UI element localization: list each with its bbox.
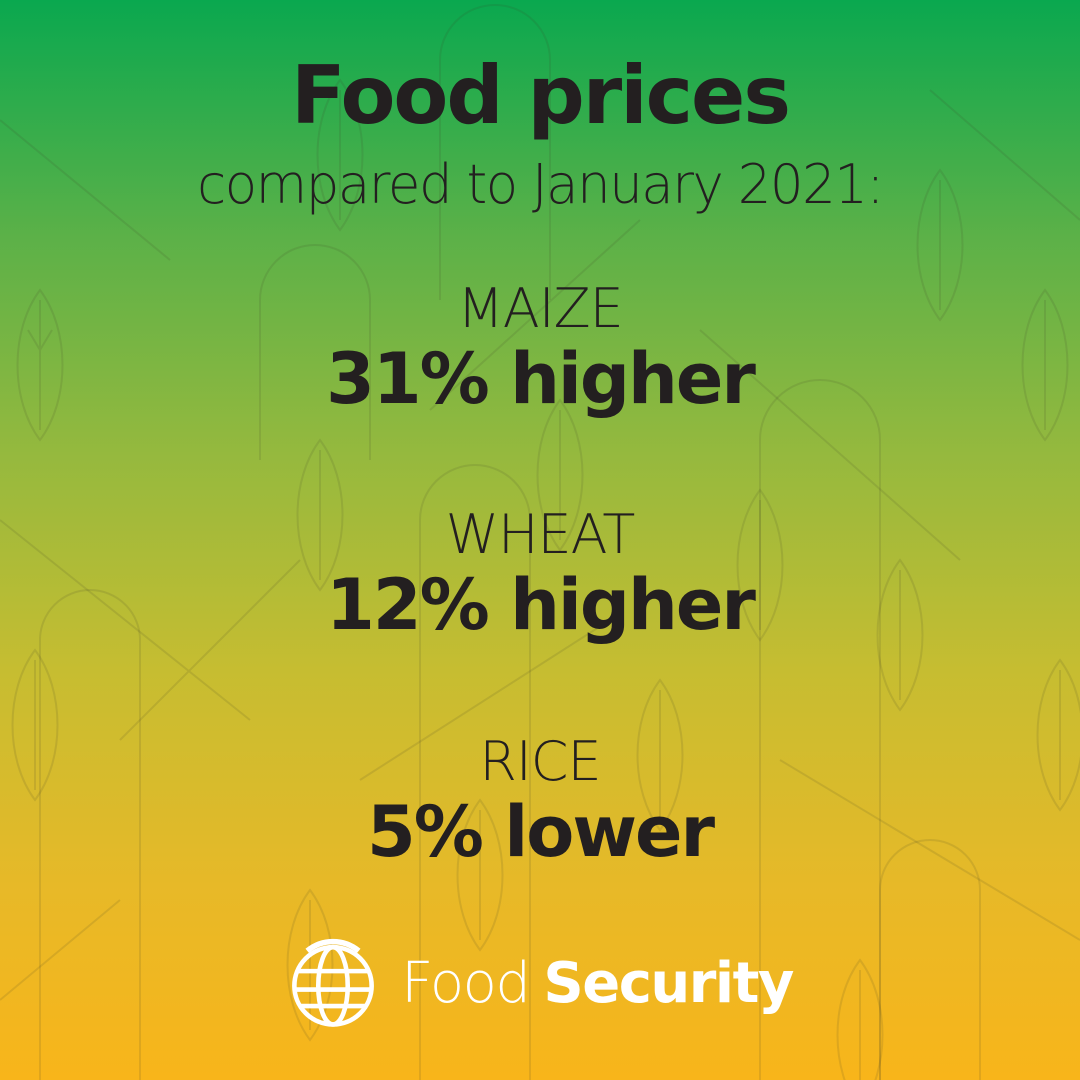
commodity-name: RICE	[479, 730, 601, 793]
page-title: Food prices	[291, 49, 791, 142]
price-change: 31% higher	[326, 338, 756, 420]
commodity-name: MAIZE	[457, 277, 624, 340]
price-item-maize: MAIZE 31% higher	[0, 277, 1080, 420]
price-item-wheat: WHEAT 12% higher	[0, 503, 1080, 646]
price-change: 12% higher	[326, 564, 756, 646]
brand-name-light: Food	[401, 951, 531, 1016]
brand-name-bold: Security	[543, 951, 794, 1016]
page-subtitle: compared to January 2021:	[197, 153, 884, 216]
brand-footer: Food Security	[0, 938, 1080, 1030]
globe-icon	[292, 938, 375, 1027]
price-change: 5% lower	[367, 791, 715, 873]
price-item-rice: RICE 5% lower	[0, 730, 1080, 873]
commodity-name: WHEAT	[445, 503, 636, 566]
